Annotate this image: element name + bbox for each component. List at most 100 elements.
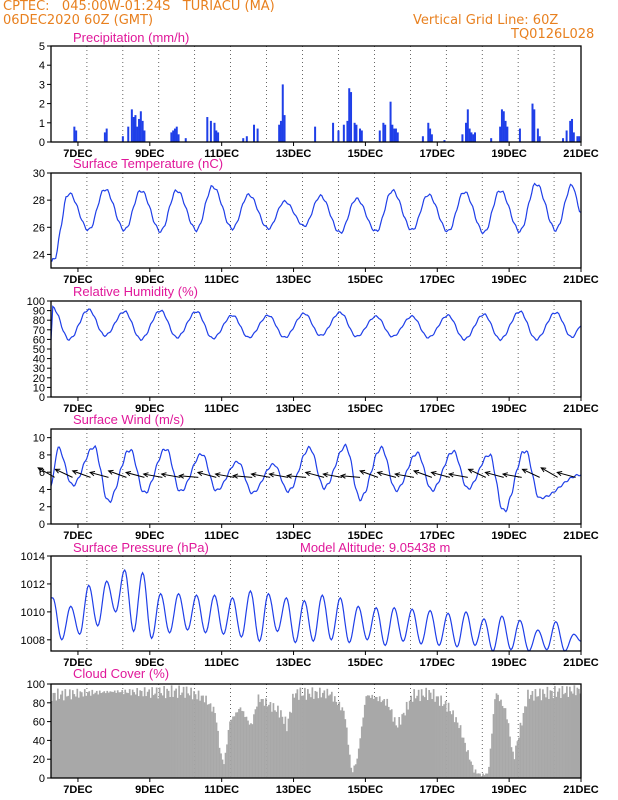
- pressure-xtick-label: 17DEC: [420, 657, 456, 669]
- precipitation-bar: [562, 138, 565, 142]
- cloud-bar: [148, 689, 151, 778]
- cloud-bar: [372, 698, 375, 778]
- humidity-xtick-label: 7DEC: [63, 403, 92, 415]
- cloud-bar: [112, 692, 115, 778]
- cloud-bar: [304, 687, 306, 778]
- cloud-bar: [229, 721, 231, 778]
- cloud-bar: [357, 748, 360, 778]
- cloud-bar: [566, 686, 568, 778]
- cloud-bar: [115, 692, 118, 778]
- cloud-bar: [387, 706, 390, 778]
- cloud-bar: [320, 697, 323, 778]
- cloud-bar: [220, 753, 222, 778]
- precipitation-bar: [213, 122, 216, 142]
- cloud-ytick-label: 0: [39, 773, 45, 785]
- cloud-bar: [405, 701, 408, 778]
- pressure-xtick-label: 13DEC: [276, 657, 312, 669]
- wind-arrow: [556, 471, 576, 478]
- temperature-xtick-label: 21DEC: [563, 274, 599, 286]
- precipitation-bar: [472, 134, 475, 142]
- cloud-bar: [347, 744, 350, 778]
- cloud-bar: [414, 698, 417, 778]
- precipitation-bar: [571, 118, 574, 142]
- cloud-bar: [516, 741, 519, 778]
- wind-series-line: [50, 443, 582, 513]
- precipitation-bar: [465, 122, 468, 142]
- cloud-bar: [452, 710, 454, 778]
- cloud-bar: [179, 695, 182, 778]
- pressure-series-line: [51, 568, 582, 652]
- cloud-bar: [61, 690, 64, 778]
- cloud-bar: [384, 705, 387, 778]
- cloud-bar: [351, 772, 354, 778]
- precipitation-bar: [170, 132, 173, 142]
- cloud-bar: [546, 686, 549, 778]
- wind-arrow: [232, 473, 253, 479]
- cloud-bar: [137, 696, 140, 778]
- cloud-bar: [307, 689, 309, 778]
- humidity-ytick-label: 10: [33, 382, 45, 394]
- wind-panel: Surface Wind (m/s) 0 2 4 6 8 10 7DEC 9DEC 11DEC 13…: [33, 412, 599, 542]
- cloud-bar: [318, 687, 321, 778]
- cloud-bar: [131, 689, 134, 778]
- cloud-bar: [425, 687, 427, 778]
- cloud-bar: [389, 710, 392, 778]
- cloud-bar: [314, 690, 317, 778]
- precipitation-xtick-label: 15DEC: [348, 148, 384, 160]
- wind-arrow: [214, 472, 235, 478]
- precipitation-bar: [242, 138, 245, 142]
- cloud-bar: [121, 690, 124, 778]
- cloud-bar: [293, 697, 296, 778]
- cloud-bar: [429, 692, 432, 778]
- temperature-xtick-label: 9DEC: [135, 274, 164, 286]
- cloud-bar: [212, 706, 215, 778]
- temperature-ytick-label: 26: [33, 222, 45, 234]
- cloud-bar: [576, 687, 579, 778]
- cloud-bar: [181, 692, 183, 778]
- cloud-bar: [100, 693, 103, 778]
- precipitation-bar: [73, 126, 76, 142]
- pressure-ytick-label: 1012: [21, 579, 45, 591]
- cloud-bar: [504, 708, 507, 778]
- wind-arrow: [196, 471, 217, 478]
- cloud-bar: [272, 703, 275, 778]
- cloud-bar: [560, 697, 562, 778]
- humidity-ytick-label: 80: [33, 315, 45, 327]
- precipitation-bar: [172, 130, 175, 142]
- cloud-bar: [203, 702, 206, 778]
- cloud-xtick-label: 11DEC: [204, 784, 239, 796]
- cloud-bar: [244, 717, 246, 778]
- precipitation-bar: [278, 124, 281, 142]
- cloud-ytick-label: 80: [33, 698, 45, 710]
- cloud-bar: [73, 694, 76, 778]
- pressure-xtick-label: 15DEC: [348, 657, 384, 669]
- cloud-bar: [122, 694, 125, 778]
- wind-frame: [50, 428, 582, 525]
- cloud-bar: [91, 689, 94, 778]
- cloud-bar: [239, 707, 242, 778]
- cloud-bar: [569, 686, 571, 778]
- humidity-series-line: [50, 305, 582, 342]
- cloud-bar: [398, 717, 401, 778]
- precipitation-bar: [355, 124, 358, 142]
- cloud-xtick-label: 9DEC: [135, 784, 164, 796]
- cloud-bar: [158, 687, 161, 778]
- cloud-bar: [199, 700, 201, 778]
- cloud-bar: [441, 705, 444, 778]
- cloud-bar: [419, 701, 422, 778]
- cloud-bar: [525, 706, 528, 778]
- cloud-bar: [202, 695, 204, 778]
- cloud-bar: [470, 761, 472, 778]
- cloud-bar: [326, 688, 329, 778]
- cloud-bar: [94, 692, 97, 778]
- cloud-bar: [375, 696, 378, 778]
- cloud-bar: [211, 711, 213, 778]
- cloud-bar: [271, 711, 273, 778]
- cloud-bar: [483, 775, 486, 778]
- cloud-bar: [509, 736, 511, 778]
- cloud-bar: [146, 691, 149, 778]
- cloud-bar: [242, 711, 245, 778]
- cloud-bar: [152, 695, 155, 778]
- cloud-bar: [92, 694, 95, 778]
- precipitation-bar: [504, 120, 507, 142]
